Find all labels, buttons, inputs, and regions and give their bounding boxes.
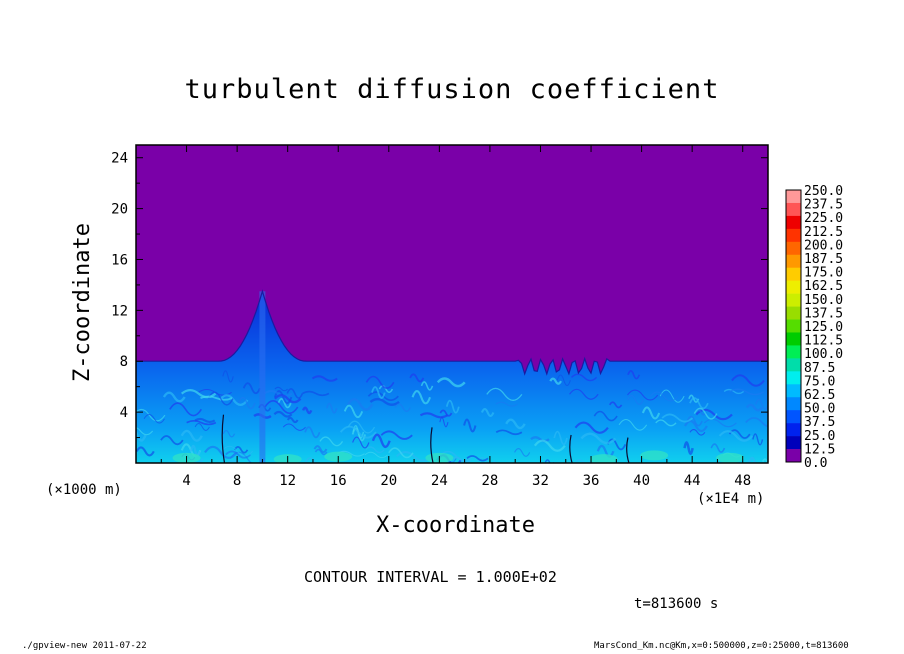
- field-layer: [136, 289, 768, 463]
- x-axis-label: X-coordinate: [376, 513, 535, 538]
- colorbar-swatch: [786, 254, 801, 269]
- boundary-top-line: [136, 289, 768, 376]
- x-tick-label: 4: [182, 473, 190, 489]
- colorbar-label: 187.5: [804, 252, 843, 267]
- colorbar-swatch: [786, 371, 801, 385]
- contour-interval: CONTOUR INTERVAL = 1.000E+02: [304, 568, 557, 586]
- colorbar-swatch: [786, 306, 801, 320]
- colorbar-label: 112.5: [804, 334, 843, 349]
- x-tick-label: 48: [734, 473, 751, 489]
- colorbar-swatch: [786, 293, 801, 307]
- colorbar-swatch: [786, 410, 801, 424]
- y-axis-label: Z-coordinate: [70, 223, 95, 382]
- x-tick-label: 12: [279, 473, 296, 489]
- x-unit-right: (×1E4 m): [697, 491, 765, 507]
- colorbar-label: 212.5: [804, 225, 843, 240]
- y-tick-label: 4: [120, 405, 128, 421]
- dark-streaks: [221, 414, 630, 463]
- colorbar-swatch: [786, 397, 801, 411]
- colorbar-label: 37.5: [804, 415, 835, 430]
- colorbar-label: 100.0: [804, 347, 843, 362]
- x-tick-label: 8: [233, 473, 241, 489]
- plot-frame: [135, 144, 769, 464]
- colorbar-label: 12.5: [804, 442, 835, 457]
- y-tick-label: 12: [111, 303, 128, 319]
- colorbar-label: 125.0: [804, 320, 843, 335]
- chart-title: turbulent diffusion coefficient: [184, 74, 720, 105]
- colorbar-frame: [785, 189, 802, 463]
- colorbar-label: 162.5: [804, 279, 843, 294]
- colorbar-swatch: [786, 215, 801, 230]
- colorbar-swatch: [786, 436, 801, 450]
- colorbar-swatch: [786, 190, 801, 204]
- colorbar-label: 225.0: [804, 211, 843, 226]
- footer-right: MarsCond_Km.nc@Km,x=0:500000,z=0:25000,t…: [594, 641, 849, 651]
- colorbar-label: 0.0: [804, 456, 827, 471]
- colorbar: 250.0237.5225.0212.5200.0187.5175.0162.5…: [785, 184, 843, 471]
- colorbar-label: 175.0: [804, 266, 843, 281]
- colorbar-label: 75.0: [804, 374, 835, 389]
- colorbar-label: 137.5: [804, 306, 843, 321]
- colorbar-swatch: [786, 449, 801, 463]
- x-tick-label: 28: [481, 473, 498, 489]
- time-label: t=813600 s: [634, 596, 719, 612]
- colorbar-swatch: [786, 228, 801, 243]
- colorbar-swatch: [786, 358, 801, 372]
- turbulence-texture: [136, 370, 768, 463]
- x-tick-label: 20: [380, 473, 397, 489]
- colorbar-label: 25.0: [804, 429, 835, 444]
- y-tick-label: 8: [120, 354, 128, 370]
- x-tick-label: 32: [532, 473, 549, 489]
- colorbar-swatch: [786, 319, 801, 333]
- colorbar-label: 87.5: [804, 361, 835, 376]
- y-tick-label: 16: [111, 252, 128, 268]
- x-tick-label: 44: [684, 473, 701, 489]
- colorbar-label: 237.5: [804, 198, 843, 213]
- colorbar-label: 62.5: [804, 388, 835, 403]
- colorbar-label: 150.0: [804, 293, 843, 308]
- colorbar-swatch: [786, 423, 801, 437]
- x-tick-label: 40: [633, 473, 650, 489]
- y-tick-label: 24: [111, 151, 128, 167]
- colorbar-swatch: [786, 267, 801, 281]
- colorbar-swatch: [786, 332, 801, 346]
- x-tick-label: 16: [330, 473, 347, 489]
- colorbar-swatch: [786, 280, 801, 294]
- plume-column: [259, 291, 266, 463]
- colorbar-swatch: [786, 202, 801, 217]
- colorbar-label: 50.0: [804, 402, 835, 417]
- x-tick-label: 36: [583, 473, 600, 489]
- colorbar-swatch: [786, 345, 801, 359]
- colorbar-label: 200.0: [804, 238, 843, 253]
- colorbar-swatch: [786, 384, 801, 398]
- x-unit-left: (×1000 m): [46, 482, 122, 498]
- footer-left: ./gpview-new 2011-07-22: [22, 641, 147, 651]
- y-tick-label: 20: [111, 202, 128, 218]
- colorbar-swatch: [786, 241, 801, 256]
- x-tick-label: 24: [431, 473, 448, 489]
- colorbar-label: 250.0: [804, 184, 843, 199]
